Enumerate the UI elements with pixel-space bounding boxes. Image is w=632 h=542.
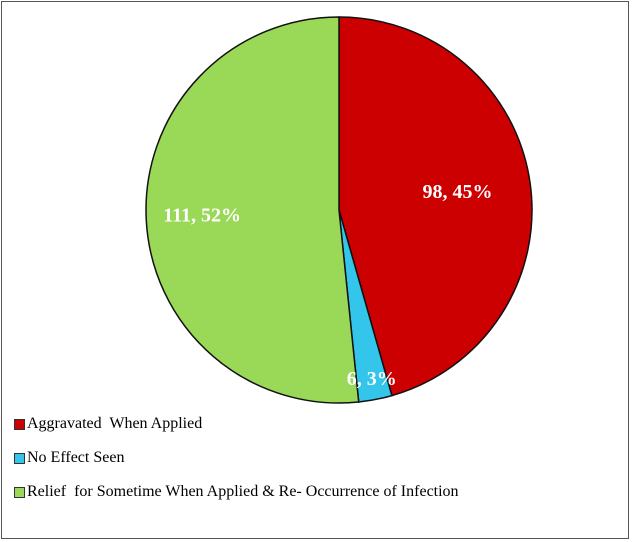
legend: Aggravated When Applied No Effect Seen Rel…: [14, 414, 574, 516]
legend-label: No Effect Seen: [27, 449, 125, 466]
data-label: 111, 52%: [163, 205, 241, 227]
chart: 98, 45% 6, 3% 111, 52%: [145, 16, 533, 404]
legend-swatch: [14, 419, 25, 430]
legend-item: No Effect Seen: [14, 448, 574, 468]
pie-slice: [145, 16, 360, 404]
data-label: 98, 45%: [423, 181, 493, 203]
data-label: 6, 3%: [347, 368, 397, 390]
legend-swatch: [14, 487, 25, 498]
legend-item: Relief for Sometime When Applied & Re- O…: [14, 482, 574, 502]
legend-item: Aggravated When Applied: [14, 414, 574, 434]
legend-swatch: [14, 453, 25, 464]
legend-label: Aggravated When Applied: [27, 415, 203, 432]
legend-label: Relief for Sometime When Applied & Re- O…: [27, 483, 459, 500]
pie-slice: [338, 16, 533, 397]
